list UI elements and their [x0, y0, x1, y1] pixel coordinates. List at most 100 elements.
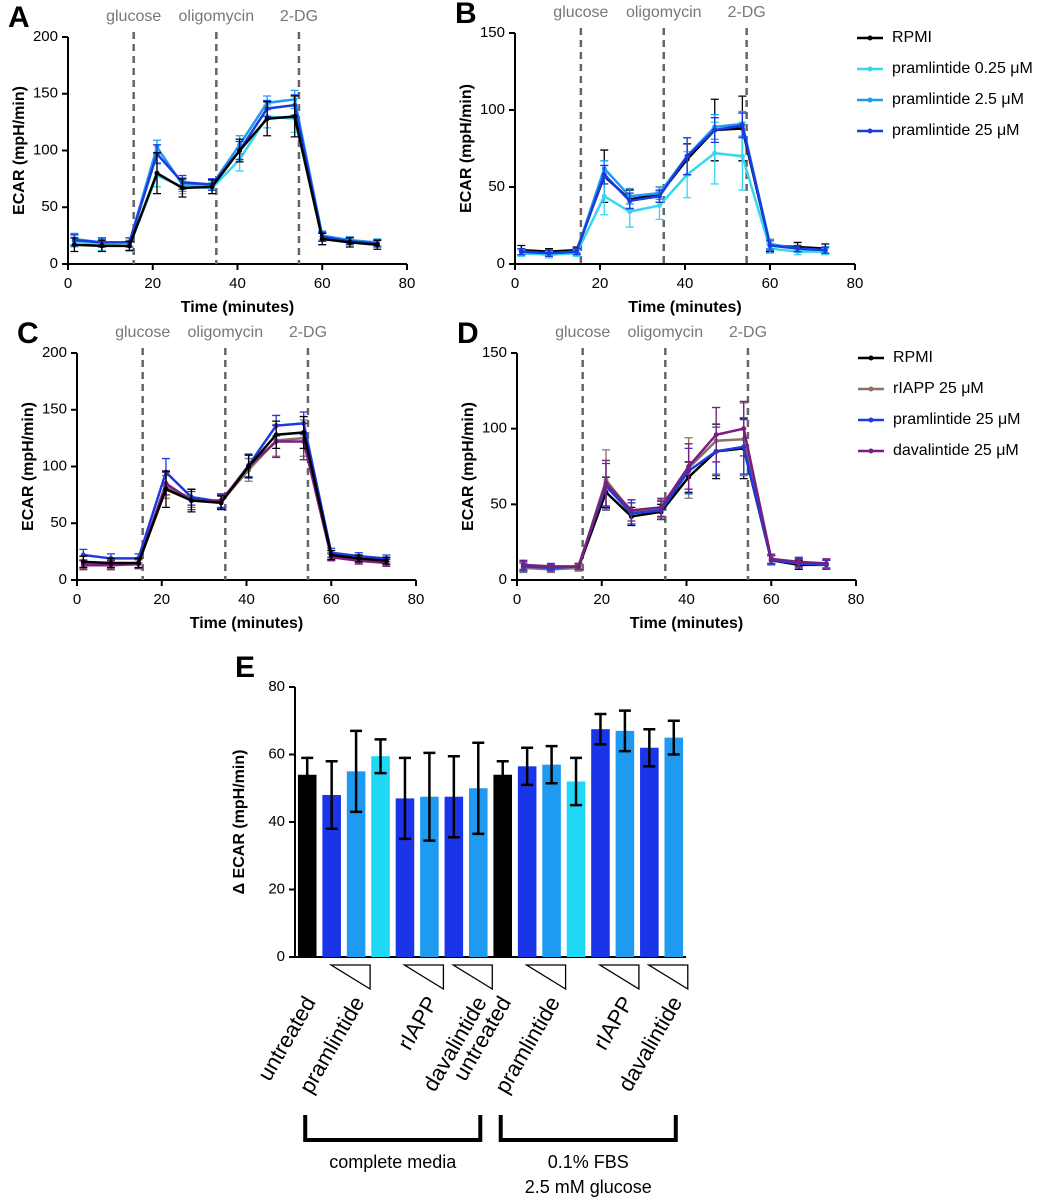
data-point — [601, 193, 607, 199]
bar — [371, 756, 390, 957]
y-tick-label: 200 — [42, 344, 67, 361]
error-bar — [350, 729, 363, 814]
x-tick-label: 80 — [848, 591, 865, 608]
y-tick-label: 0 — [277, 948, 285, 965]
y-axis-title: ECAR (mpH/min) — [460, 402, 477, 531]
data-point — [795, 246, 801, 252]
dose-wedge — [524, 964, 567, 991]
error-bar — [447, 754, 460, 839]
x-tick-label: 80 — [847, 275, 864, 292]
x-tick-label: rIAPP — [392, 992, 442, 1054]
legend-marker — [868, 386, 874, 392]
dose-wedge — [328, 964, 371, 991]
data-point — [601, 172, 607, 178]
group-bracket — [303, 1115, 483, 1142]
x-tick-label: 40 — [238, 591, 255, 608]
data-point — [741, 426, 747, 432]
y-axis-title: ECAR (mpH/min) — [11, 86, 28, 215]
error-bar — [423, 751, 436, 842]
y-tick-label: 150 — [482, 344, 507, 361]
legend-label: pramlintide 0.25 μM — [892, 60, 1033, 77]
legend-marker — [868, 417, 874, 423]
legend-label: RPMI — [892, 29, 932, 46]
data-point — [374, 242, 380, 248]
data-point — [301, 429, 307, 435]
panel-letter: C — [17, 317, 39, 350]
bar — [297, 774, 317, 957]
legend-label: pramlintide 2.5 μM — [892, 91, 1024, 108]
event-label: glucose — [555, 324, 610, 341]
data-point — [575, 563, 581, 569]
bar — [493, 774, 513, 957]
legend-marker — [868, 355, 874, 361]
data-point — [822, 247, 828, 253]
event-label: 2-DG — [729, 324, 767, 341]
dose-wedge — [597, 964, 640, 991]
event-label: oligomycin — [179, 8, 255, 25]
error-bar — [301, 756, 314, 793]
y-tick-label: 0 — [497, 255, 505, 272]
data-point — [179, 185, 185, 191]
x-tick-label: 20 — [593, 591, 610, 608]
data-point — [712, 150, 718, 156]
x-axis-title: Time (minutes) — [630, 615, 744, 632]
data-point — [383, 558, 389, 564]
data-point — [126, 243, 132, 249]
panel-letter: E — [235, 651, 255, 684]
data-point — [628, 507, 634, 513]
data-point — [319, 236, 325, 242]
x-tick-label: 20 — [592, 275, 609, 292]
error-bar — [325, 760, 338, 830]
data-point — [684, 153, 690, 159]
legend-label: RPMI — [893, 349, 933, 366]
legend-marker — [867, 128, 873, 134]
legend-label: pramlintide 25 μM — [892, 122, 1020, 139]
error-bar — [545, 744, 558, 785]
y-tick-label: 60 — [268, 745, 285, 762]
bar — [640, 747, 659, 957]
data-point — [292, 113, 298, 119]
error-bar — [521, 746, 534, 787]
x-axis-title: Time (minutes) — [628, 299, 742, 316]
event-label: glucose — [106, 8, 161, 25]
data-point — [218, 500, 224, 506]
data-point — [347, 239, 353, 245]
event-label: 2-DG — [289, 324, 327, 341]
y-tick-label: 50 — [50, 514, 67, 531]
y-tick-label: 150 — [480, 24, 505, 41]
x-tick-label: 60 — [323, 591, 340, 608]
x-tick-label: 40 — [229, 275, 246, 292]
y-tick-label: 100 — [480, 101, 505, 118]
data-point — [823, 560, 829, 566]
event-label: glucose — [115, 324, 170, 341]
data-point — [574, 249, 580, 255]
x-tick-label: 40 — [677, 275, 694, 292]
series-line — [523, 427, 827, 568]
data-point — [768, 556, 774, 562]
data-point — [657, 202, 662, 208]
y-tick-label: 100 — [482, 420, 507, 437]
data-point — [518, 249, 524, 255]
series-line — [521, 151, 826, 257]
data-point — [264, 116, 270, 122]
series-line — [74, 115, 378, 248]
data-point — [328, 552, 334, 558]
data-point — [767, 243, 773, 249]
x-tick-label: 60 — [763, 591, 780, 608]
series-line — [83, 431, 387, 565]
bar — [517, 766, 537, 957]
bar — [420, 796, 439, 957]
y-axis-title: ECAR (mpH/min) — [458, 84, 475, 213]
data-point — [135, 560, 141, 566]
bar — [591, 729, 610, 957]
series-line — [83, 422, 387, 560]
error-bar — [398, 756, 411, 841]
y-tick-label: 150 — [42, 401, 67, 418]
y-tick-label: 150 — [33, 85, 58, 102]
bar — [615, 730, 635, 957]
legend-marker — [867, 35, 873, 41]
error-bar — [618, 709, 631, 753]
group-label: 0.1% FBS — [548, 1152, 629, 1172]
data-point — [237, 148, 243, 153]
error-bar — [496, 760, 509, 790]
